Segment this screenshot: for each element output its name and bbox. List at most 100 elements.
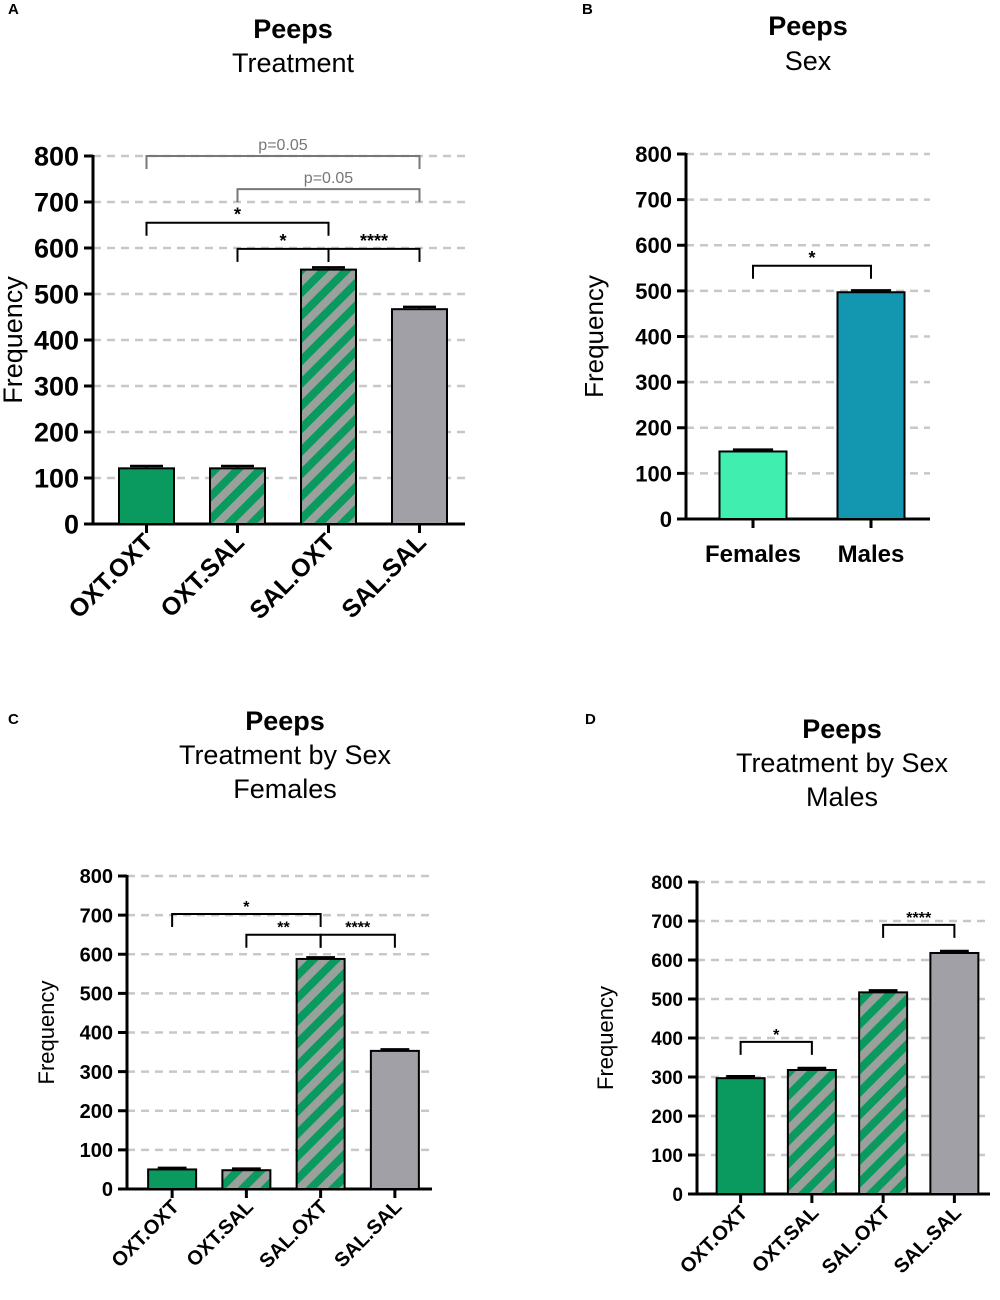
x-tick-label: SAL.SAL [336,528,431,623]
bar-sal-oxt [858,991,909,1195]
x-tick-label: OXT.OXT [108,1196,184,1272]
x-tick-label: SAL.OXT [255,1196,332,1273]
chart-panel-b: B Peeps Sex 0 100 200 300 400 500 600 700 800 Freque… [579,1,930,568]
y-tick-label: 400 [651,1029,683,1050]
x-tick-label: OXT.SAL [183,1196,258,1271]
chart-subtitle: Sex [785,46,832,76]
chart-panel-c: C Peeps Treatment by Sex Females 0 100 200 300 4… [8,706,432,1273]
x-tick-label: Males [838,541,905,568]
bar-females [718,450,788,521]
y-tick-label: 0 [660,507,672,532]
bar-males [836,291,906,520]
y-tick-label: 800 [635,142,672,167]
bar-oxt-sal [786,1068,837,1195]
chart-title: Peeps [768,11,848,41]
chart-subtitle-2: Males [806,782,878,812]
significance-label: p=0.05 [258,137,307,154]
significance-label: ** [277,920,290,937]
y-axis-label: Frequency [579,275,609,398]
y-tick-label: 0 [102,1179,113,1201]
significance-label: * [243,899,250,916]
y-tick-label: 0 [672,1185,683,1206]
y-tick-label: 800 [34,142,79,172]
y-tick-label: 200 [80,1101,113,1123]
panel-letter: A [8,1,19,18]
y-tick-label: 200 [635,416,672,441]
chart-panel-d: D Peeps Treatment by Sex Males 0 100 200 300 400… [585,711,990,1279]
x-tick-label: OXT.SAL [748,1202,823,1277]
y-tick-label: 300 [34,372,79,402]
x-tick-label: OXT.SAL [155,528,249,622]
y-tick-label: 500 [34,280,79,310]
x-tick-label: SAL.OXT [818,1202,895,1279]
y-tick-label: 700 [635,188,672,213]
y-tick-label: 0 [64,510,79,540]
panel-letter: C [8,711,19,728]
bar-oxt-oxt [118,467,175,525]
significance-bracket [882,923,956,938]
significance-label: **** [906,910,932,927]
y-tick-label: 600 [80,944,113,966]
significance-bracket [236,188,421,203]
bar-oxt-oxt [715,1077,766,1196]
chart-title: Peeps [253,14,333,44]
bar-oxt-sal [209,467,266,525]
x-tick-label: OXT.OXT [676,1202,752,1278]
significance-label: * [234,205,241,225]
y-axis-label: Frequency [593,986,618,1090]
y-tick-label: 400 [635,324,672,349]
y-axis-label: Frequency [0,276,28,404]
bar-sal-sal [369,1049,420,1191]
significance-label: * [279,231,286,251]
chart-subtitle: Treatment by Sex [736,748,949,778]
bar-oxt-sal [221,1169,272,1190]
chart-panel-a: A Peeps Treatment 0 100 200 300 400 500 600 700 800… [0,1,465,625]
chart-title: Peeps [802,714,882,744]
chart-subtitle: Treatment by Sex [179,740,392,770]
y-tick-label: 500 [651,990,683,1011]
bar-oxt-oxt [147,1168,198,1190]
significance-label: * [808,248,815,268]
y-tick-label: 300 [651,1068,683,1089]
y-axis-label: Frequency [34,981,59,1085]
y-tick-label: 300 [80,1062,113,1084]
y-tick-label: 400 [34,326,79,356]
y-tick-label: 500 [635,279,672,304]
significance-bracket [171,912,322,927]
y-tick-label: 800 [80,866,113,888]
y-tick-label: 600 [651,951,683,972]
y-tick-label: 700 [651,912,683,933]
significance-label: * [773,1027,780,1044]
bar-sal-oxt [295,957,346,1190]
x-tick-label: SAL.SAL [890,1202,966,1278]
y-tick-label: 100 [651,1146,683,1167]
bar-sal-sal [929,951,980,1195]
y-tick-label: 400 [80,1023,113,1045]
panel-letter: B [582,1,593,18]
y-tick-label: 200 [34,418,79,448]
panel-letter: D [585,711,596,728]
chart-subtitle: Treatment [232,48,355,78]
y-tick-label: 500 [80,984,113,1006]
significance-bracket [319,933,396,948]
y-tick-label: 700 [80,905,113,927]
significance-bracket [739,1040,813,1055]
x-tick-label: SAL.OXT [244,528,340,624]
y-tick-label: 800 [651,873,683,894]
x-tick-label: OXT.OXT [63,528,158,623]
chart-title: Peeps [245,706,325,736]
x-tick-label: SAL.SAL [330,1196,406,1272]
significance-bracket [145,155,421,169]
y-tick-label: 300 [635,370,672,395]
y-tick-label: 700 [34,188,79,218]
y-tick-label: 100 [635,461,672,486]
significance-label: **** [345,920,371,937]
y-tick-label: 600 [34,234,79,264]
y-tick-label: 100 [34,464,79,494]
bar-sal-sal [391,308,448,525]
significance-bracket [145,221,330,236]
bar-sal-oxt [300,268,357,525]
chart-subtitle-2: Females [233,774,337,804]
y-tick-label: 600 [635,233,672,258]
